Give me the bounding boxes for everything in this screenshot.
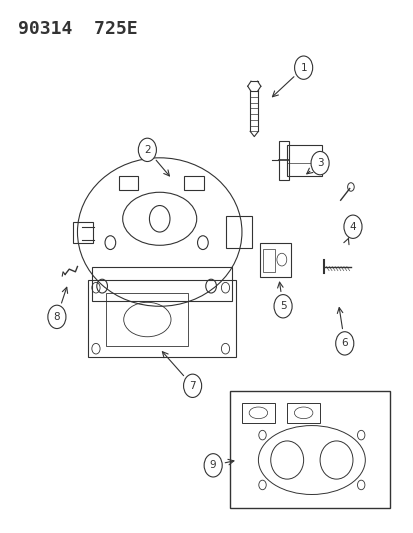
Text: 3: 3 bbox=[316, 158, 323, 168]
Text: 1: 1 bbox=[299, 63, 306, 72]
Circle shape bbox=[273, 295, 292, 318]
Text: 7: 7 bbox=[189, 381, 195, 391]
Circle shape bbox=[48, 305, 66, 328]
Text: 9: 9 bbox=[209, 461, 216, 470]
Text: 2: 2 bbox=[144, 145, 150, 155]
Text: 6: 6 bbox=[341, 338, 347, 349]
Text: 5: 5 bbox=[279, 301, 286, 311]
Text: 4: 4 bbox=[349, 222, 356, 232]
Circle shape bbox=[204, 454, 222, 477]
Circle shape bbox=[335, 332, 353, 355]
Text: 90314  725E: 90314 725E bbox=[18, 20, 137, 38]
Circle shape bbox=[294, 56, 312, 79]
Text: 8: 8 bbox=[53, 312, 60, 322]
Circle shape bbox=[183, 374, 201, 398]
Circle shape bbox=[310, 151, 328, 175]
Circle shape bbox=[343, 215, 361, 238]
Circle shape bbox=[138, 138, 156, 161]
